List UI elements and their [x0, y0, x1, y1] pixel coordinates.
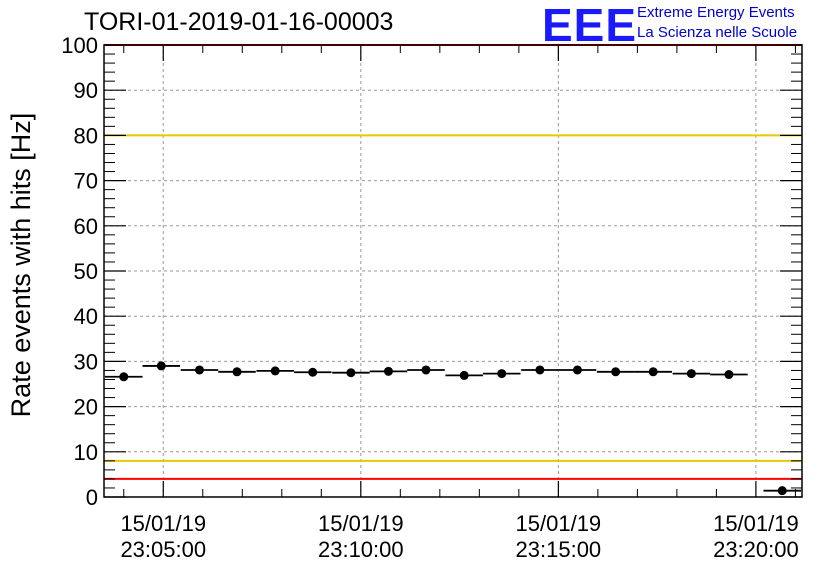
- y-tick-label: 10: [74, 440, 98, 465]
- data-point: [459, 370, 469, 380]
- data-point: [572, 365, 582, 375]
- y-tick-label: 100: [61, 33, 98, 58]
- logo-caption: Extreme Energy Events La Scienza nelle S…: [637, 3, 797, 43]
- data-point: [156, 361, 166, 371]
- y-tick-label: 80: [74, 123, 98, 148]
- data-point: [421, 365, 431, 375]
- data-point: [119, 372, 129, 382]
- x-tick-time-label: 23:15:00: [516, 537, 602, 562]
- x-tick-date-label: 15/01/19: [318, 511, 404, 536]
- y-tick-label: 20: [74, 395, 98, 420]
- chart-title: TORI-01-2019-01-16-00003: [84, 8, 394, 36]
- data-point: [777, 486, 787, 496]
- x-tick-time-label: 23:20:00: [713, 537, 799, 562]
- logo-caption-line2: La Scienza nelle Scuole: [637, 24, 798, 41]
- axis-labels: 010203040506070809010015/01/1923:05:0015…: [61, 33, 798, 562]
- data-point: [535, 365, 545, 375]
- y-tick-label: 40: [74, 304, 98, 329]
- data-point: [648, 367, 658, 377]
- x-tick-time-label: 23:10:00: [318, 537, 404, 562]
- y-tick-label: 30: [74, 349, 98, 374]
- x-tick-date-label: 15/01/19: [516, 511, 602, 536]
- x-tick-date-label: 15/01/19: [120, 511, 206, 536]
- reference-lines: [104, 44, 802, 480]
- x-tick-date-label: 15/01/19: [713, 511, 799, 536]
- data-point: [497, 369, 507, 379]
- grid: [104, 45, 802, 497]
- y-tick-label: 90: [74, 78, 98, 103]
- data-point: [346, 368, 356, 378]
- data-point: [383, 366, 393, 376]
- y-tick-label: 0: [86, 485, 98, 510]
- y-tick-label: 50: [74, 259, 98, 284]
- data-point: [308, 367, 318, 377]
- eee-logo: EEE: [542, 0, 638, 51]
- y-axis-label: Rate events with hits [Hz]: [6, 113, 36, 418]
- y-tick-label: 70: [74, 169, 98, 194]
- data-points: [104, 361, 802, 496]
- data-point: [611, 367, 621, 377]
- data-point: [686, 369, 696, 379]
- logo-caption-line1: Extreme Energy Events: [637, 4, 795, 21]
- data-point: [724, 370, 734, 380]
- data-point: [194, 365, 204, 375]
- y-tick-label: 60: [74, 214, 98, 239]
- axis-ticks: [104, 44, 802, 498]
- x-tick-time-label: 23:05:00: [120, 537, 206, 562]
- data-point: [232, 367, 242, 377]
- data-point: [270, 366, 280, 376]
